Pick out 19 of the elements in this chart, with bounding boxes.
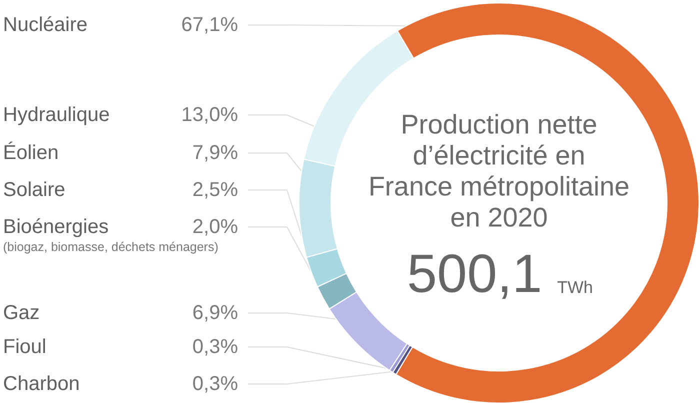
text: (biogaz, biomasse, déchets ménagers) [3,240,218,254]
text: Production nette d’électricité en France métropolitaine en 2020 [368,110,630,232]
data-label: 2,5% [192,179,238,201]
text: 500,1 TWh [406,244,594,304]
slice-label: Bioénergies [3,216,109,238]
data-label: 67,1% [181,14,238,36]
data-label: 0,3% [192,336,238,358]
slice-label: Charbon [3,373,80,395]
slice-label: Hydraulique [3,104,110,126]
slice-label: Éolien [3,141,59,164]
slice-label: Solaire [3,179,66,201]
data-label: 2,0% [192,216,238,238]
data-label: 13,0% [181,104,238,126]
data-label: 0,3% [192,373,238,395]
data-label: 7,9% [192,142,238,164]
slice-label: Nucléaire [3,14,88,36]
data-label: 6,9% [192,302,238,324]
slice-label: Fioul [3,336,46,358]
slice-label: Gaz [3,302,40,324]
